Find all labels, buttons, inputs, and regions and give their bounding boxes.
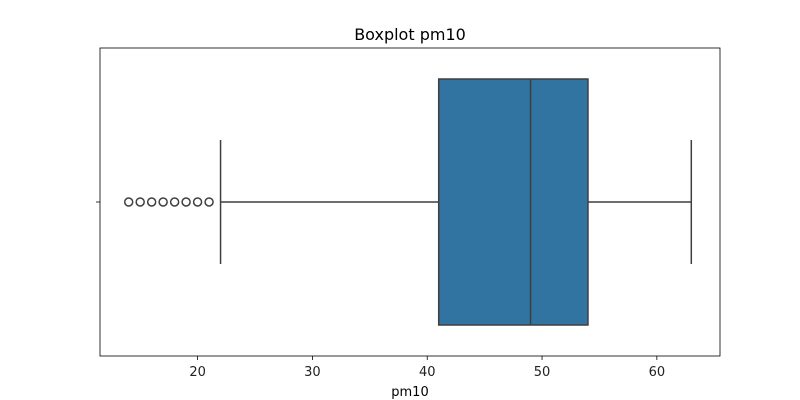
x-axis-label: pm10 — [391, 385, 428, 400]
outlier-point — [192, 197, 203, 207]
outlier-point — [123, 197, 134, 207]
x-tick-label: 30 — [304, 365, 321, 380]
outlier-point — [146, 197, 157, 207]
x-axis-ticks: 20 30 40 50 60 — [96, 201, 666, 380]
x-tick-label: 20 — [189, 365, 206, 380]
outlier-point — [169, 197, 180, 207]
iqr-box — [437, 78, 589, 326]
x-tick-label: 60 — [649, 365, 666, 380]
outlier-point — [181, 197, 191, 207]
x-tick-label: 50 — [534, 365, 551, 380]
outlier-point — [135, 197, 145, 207]
outlier-point — [158, 197, 168, 207]
outlier-point — [204, 197, 214, 207]
chart-title: Boxplot pm10 — [354, 25, 466, 44]
x-tick-label: 40 — [419, 365, 436, 380]
plot-area — [123, 78, 693, 326]
